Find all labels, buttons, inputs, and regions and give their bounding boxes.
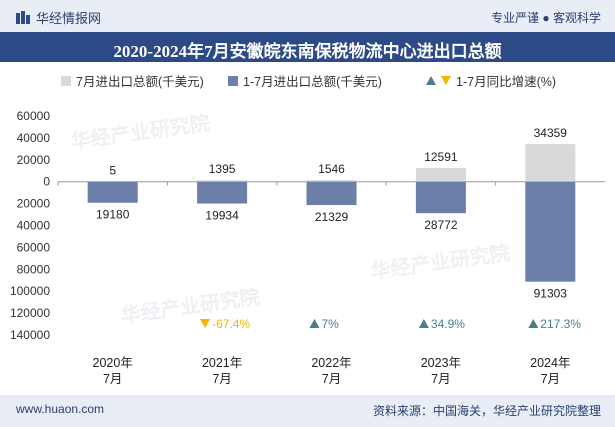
legend-swatch-july: [61, 75, 71, 86]
x-tick-label: 2020年: [93, 356, 133, 370]
growth-up-triangle-icon: [528, 319, 539, 328]
x-tick-label: 7月: [212, 372, 231, 386]
chart-title: 2020-2024年7月安徽皖东南保税物流中心进出口总额: [113, 42, 502, 61]
footer-source: 资料来源：中国海关，华经产业研究院整理: [372, 404, 601, 418]
y-tick-label: 120000: [10, 306, 50, 320]
brand-logo-icon: [16, 10, 30, 24]
chart: 60000 40000 20000 0 20000 40000 60000 80000 1000…: [10, 109, 605, 386]
y-tick-label: 0: [43, 175, 50, 189]
bar-july-label: 12591: [424, 150, 458, 164]
bar-july-label: 1395: [209, 162, 236, 176]
bar-cumulative: [306, 181, 357, 206]
y-tick-label: 140000: [10, 328, 50, 342]
legend-item-july: 7月进出口总额(千美元): [61, 71, 204, 90]
growth-up-triangle-icon: [418, 319, 429, 328]
bar-cumulative-label: 21329: [315, 210, 349, 224]
bar-july: [306, 180, 357, 182]
growth-label: 34.9%: [431, 317, 465, 331]
bar-july-label: 1546: [318, 162, 345, 176]
bar-july-label: 34359: [534, 126, 568, 140]
growth-label: -67.4%: [212, 317, 250, 331]
growth-up-triangle-icon: [309, 319, 320, 328]
bar-cumulative-label: 91303: [534, 287, 568, 301]
brand-name: 华经情报网: [36, 11, 102, 26]
bar-cumulative: [525, 181, 576, 282]
bar-july: [197, 180, 248, 182]
bar-july: [525, 144, 576, 182]
legend-label-july: 7月进出口总额(千美元): [76, 75, 204, 89]
x-tick-label: 2022年: [311, 356, 351, 370]
brand: 华经情报网: [16, 8, 101, 27]
top-bar: [0, 0, 615, 32]
title-bar: [0, 32, 615, 62]
bar-cumulative-label: 19180: [96, 208, 130, 222]
growth-label: 7%: [322, 317, 340, 331]
y-tick-label: 40000: [17, 219, 51, 233]
y-tick-label: 100000: [10, 284, 50, 298]
x-tick-label: 2023年: [421, 356, 461, 370]
bar-cumulative: [415, 181, 466, 214]
x-tick-label: 2024年: [530, 356, 570, 370]
y-tick-label: 60000: [17, 240, 51, 254]
bar-july: [415, 167, 466, 182]
y-tick-label: 60000: [17, 109, 51, 123]
footer-bar: [0, 395, 615, 427]
tagline: 专业严谨 ● 客观科学: [491, 11, 601, 25]
x-tick-label: 7月: [103, 372, 122, 386]
growth-label: 217.3%: [540, 317, 581, 331]
y-tick-label: 40000: [17, 131, 51, 145]
legend-up-triangle-icon: [426, 76, 436, 85]
x-tick-label: 2021年: [202, 356, 242, 370]
x-tick-label: 7月: [541, 372, 560, 386]
growth-down-triangle-icon: [200, 319, 211, 328]
bar-july-label: 5: [109, 164, 116, 178]
legend-item-growth: 1-7月同比增速(%): [426, 71, 556, 90]
bar-cumulative-label: 28772: [424, 218, 458, 232]
y-tick-label: 20000: [17, 197, 51, 211]
legend-swatch-cumulative: [228, 75, 238, 86]
y-tick-label: 80000: [17, 262, 51, 276]
bar-cumulative-label: 19934: [205, 209, 239, 223]
legend-label-cumulative: 1-7月进出口总额(千美元): [243, 75, 382, 89]
bar-cumulative: [87, 181, 138, 203]
x-tick-label: 7月: [431, 372, 450, 386]
legend-item-cumulative: 1-7月进出口总额(千美元): [228, 71, 382, 90]
legend-label-growth: 1-7月同比增速(%): [456, 75, 557, 89]
y-tick-label: 20000: [17, 153, 51, 167]
x-tick-label: 7月: [322, 372, 341, 386]
legend: 7月进出口总额(千美元) 1-7月进出口总额(千美元) 1-7月同比增速(%): [0, 71, 615, 89]
legend-down-triangle-icon: [441, 76, 451, 85]
bar-cumulative: [197, 181, 248, 204]
footer-site: www.huaon.com: [16, 402, 105, 416]
